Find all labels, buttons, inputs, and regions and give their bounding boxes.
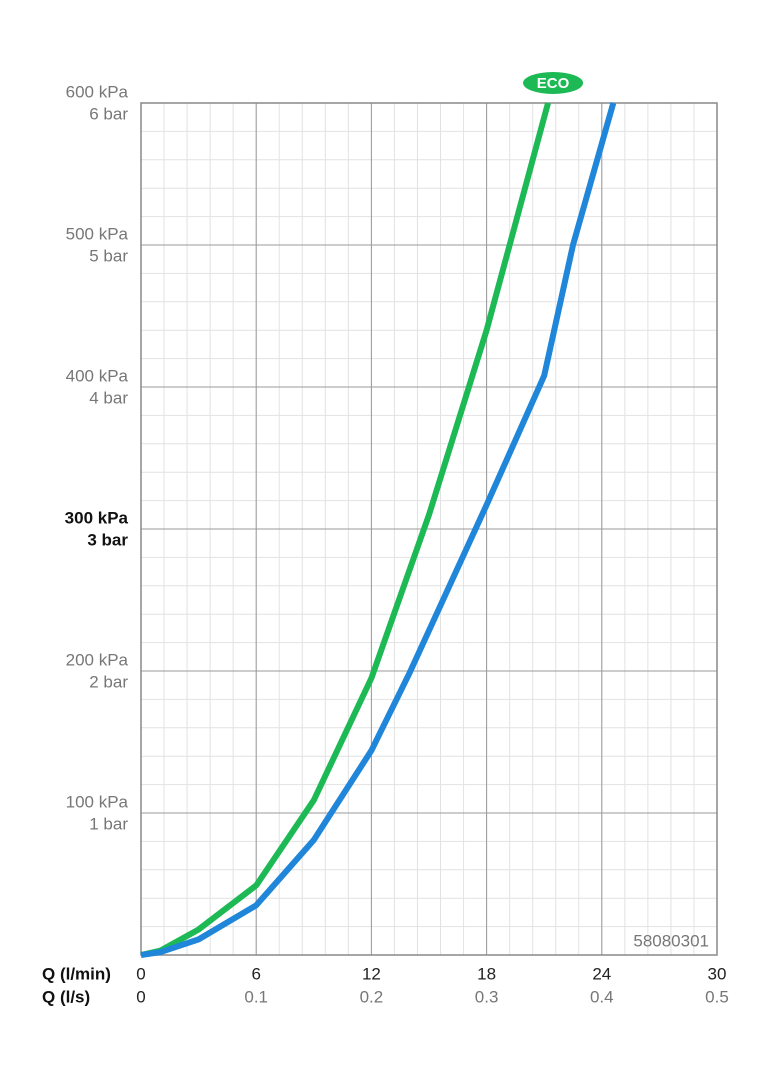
x2-tick-label: 0.5	[705, 987, 729, 1006]
x2-tick-label: 0	[136, 987, 145, 1006]
series-line	[140, 102, 617, 958]
x-tick-label: 6	[251, 964, 260, 983]
x2-tick-label: 0.2	[360, 987, 384, 1006]
y-tick-label: 300 kPa	[65, 508, 129, 527]
x-tick-label: 12	[362, 964, 381, 983]
x2-tick-label: 0.4	[590, 987, 614, 1006]
annotation: 58080301	[633, 931, 709, 950]
y2-tick-label: 5 bar	[89, 246, 128, 265]
x2-tick-label: 0.1	[244, 987, 268, 1006]
y2-tick-label: 4 bar	[89, 388, 128, 407]
y-tick-label: 400 kPa	[66, 366, 129, 385]
y-tick-label: 600 kPa	[66, 82, 129, 101]
plot-frame	[140, 102, 718, 956]
y-tick-label: 100 kPa	[66, 792, 129, 811]
y2-tick-label: 3 bar	[87, 530, 128, 549]
x2-tick-label: 0.3	[475, 987, 499, 1006]
y2-tick-label: 6 bar	[89, 104, 128, 123]
y2-tick-label: 1 bar	[89, 814, 128, 833]
x-tick-label: 30	[708, 964, 727, 983]
y-tick-label: 200 kPa	[66, 650, 129, 669]
x-tick-label: 24	[592, 964, 611, 983]
series-line	[140, 102, 551, 958]
x-tick-label: 0	[136, 964, 145, 983]
y2-tick-label: 2 bar	[89, 672, 128, 691]
legend-label: ECO	[537, 75, 570, 92]
x2-axis-label: Q (l/s)	[42, 987, 90, 1006]
series-badge: ECO	[523, 72, 584, 94]
badge-shape	[523, 72, 584, 94]
y-tick-label: 500 kPa	[66, 224, 129, 243]
x-tick-label: 18	[477, 964, 496, 983]
x-axis-label: Q (l/min)	[42, 964, 111, 983]
